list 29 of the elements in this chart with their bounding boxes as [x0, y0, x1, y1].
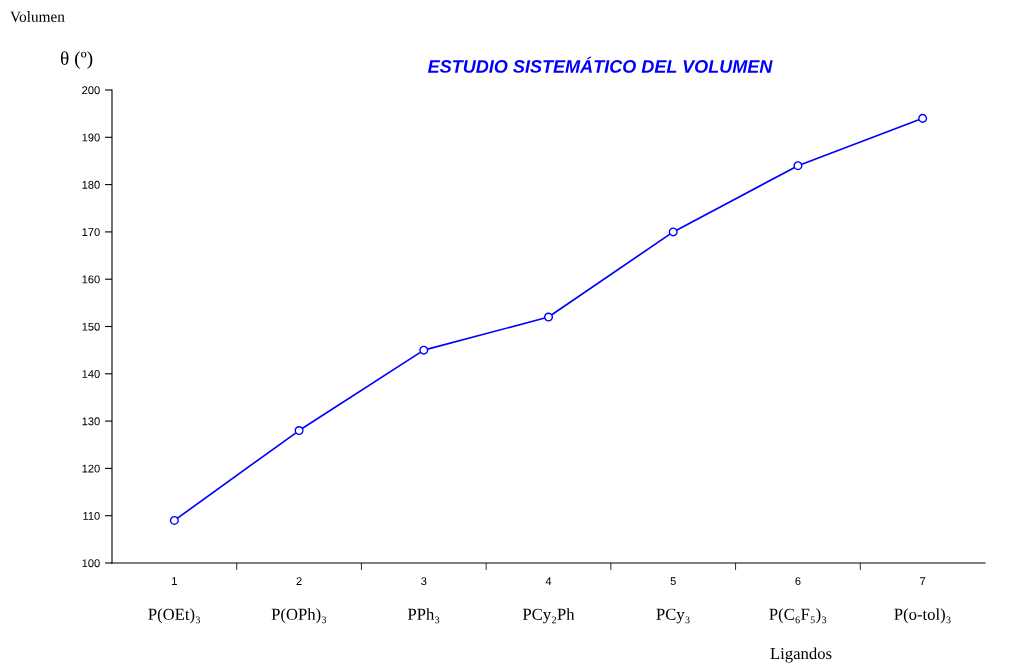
point [668, 227, 678, 237]
category-label: 4 PCy₂Ph [522, 577, 575, 624]
x-axis-title: Ligandos [770, 647, 832, 663]
chart-title: ESTUDIO SISTEMÁTICO DEL VOLUMEN [427, 56, 773, 73]
y-tick-label: 190 [82, 133, 100, 142]
category-label: 3 PPh₃ [407, 577, 440, 624]
y-tick-label: 180 [82, 180, 100, 189]
y-tick-label: 160 [82, 275, 100, 284]
category-label: 6 P(C₆F₅)₃ [769, 577, 827, 624]
point [419, 345, 429, 355]
y-tick-label: 130 [82, 417, 100, 426]
y-tick-label: 200 [82, 86, 100, 95]
y-tick-label: 150 [82, 322, 100, 331]
point [793, 161, 803, 171]
point [294, 426, 304, 436]
category-label: 1 P(OEt)₃ [148, 577, 201, 624]
y-tick-label: 120 [82, 464, 100, 473]
y-tick-label: 100 [82, 559, 100, 568]
category-label: 5 PCy₃ [656, 577, 690, 624]
y-axis-title: θ (º) [60, 51, 93, 69]
text: Volumen [10, 11, 65, 22]
point [169, 515, 179, 525]
point [543, 312, 554, 322]
point [918, 113, 928, 123]
y-tick-label: 110 [83, 511, 100, 520]
category-label: 2 P(OPh)₃ [271, 577, 327, 624]
category-label: 7 P(o-tol)₃ [894, 577, 951, 624]
y-tick-label: 170 [82, 228, 100, 237]
y-tick-label: 140 [82, 370, 100, 378]
